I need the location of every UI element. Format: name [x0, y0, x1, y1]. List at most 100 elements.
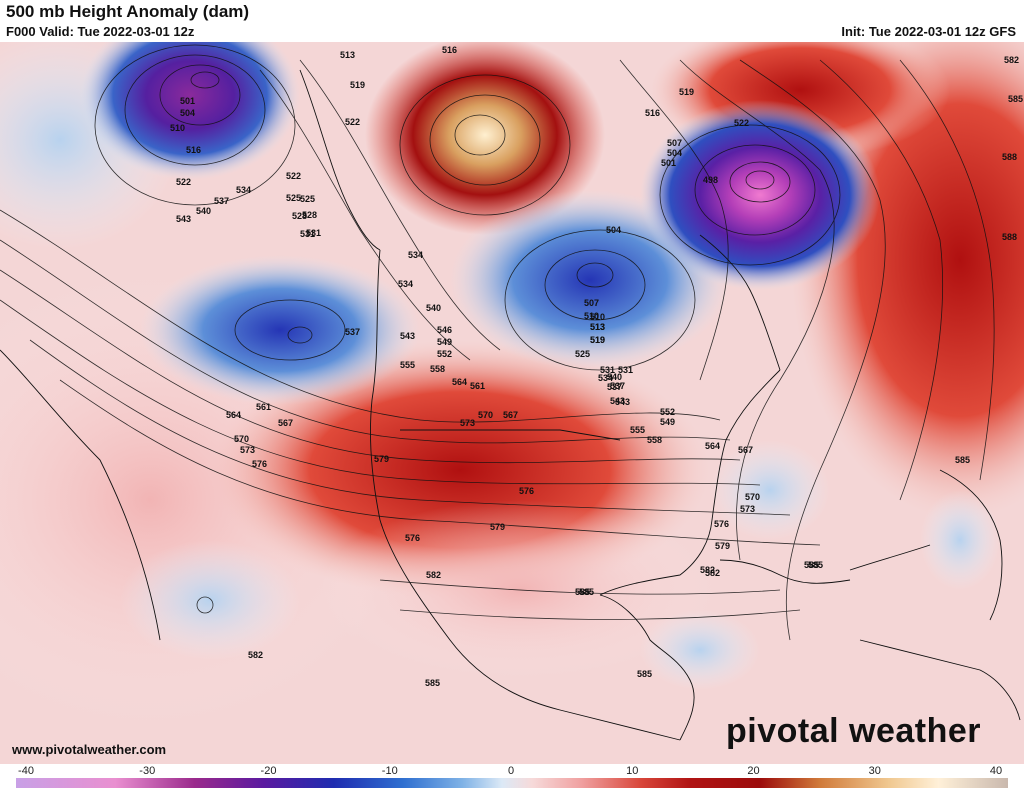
anomaly-hot-alaska [365, 42, 605, 235]
anomaly-lightblue-atlantic2 [920, 490, 1000, 590]
contour-label: 543 [400, 331, 415, 341]
contour-label: 585 [579, 587, 594, 597]
contour-label: 540 [607, 372, 622, 382]
contour-label: 504 [667, 148, 682, 158]
contour-label: 531 [300, 229, 315, 239]
height-contours [0, 44, 995, 641]
valid-time: F000 Valid: Tue 2022-03-01 12z [6, 24, 195, 39]
contour-label: 531 [306, 228, 321, 238]
contour-label: 567 [738, 445, 753, 455]
contour-label: 531 [618, 365, 633, 375]
contour-label: 543 [615, 397, 630, 407]
website-url[interactable]: www.pivotalweather.com [12, 742, 167, 757]
contour-label: 522 [734, 118, 749, 128]
contour-label: 573 [460, 418, 475, 428]
contour-label: 573 [740, 504, 755, 514]
contour-label: 564 [452, 377, 467, 387]
contour-label: 585 [425, 678, 440, 688]
anomaly-lightblue-atlantic [710, 440, 830, 540]
contour-label: 513 [340, 50, 355, 60]
contour-label: 540 [426, 303, 441, 313]
contour-label: 561 [470, 381, 485, 391]
contour-label: 582 [426, 570, 441, 580]
contour-label: 549 [437, 337, 452, 347]
anomaly-lightblue-caribbean [640, 610, 760, 690]
contour-label: 498 [703, 175, 718, 185]
contour-label: 510 [170, 123, 185, 133]
contour-label: 576 [519, 486, 534, 496]
contour-label: 564 [226, 410, 241, 420]
contour-label: 585 [804, 560, 819, 570]
contour-label: 504 [606, 225, 621, 235]
colorbar-tick-label: -10 [381, 765, 398, 777]
contour-label: 519 [350, 80, 365, 90]
colorbar-tick-label: -20 [260, 765, 277, 777]
contour-label: 525 [300, 194, 315, 204]
contour-label: 534 [408, 250, 423, 260]
contour-label: 567 [278, 418, 293, 428]
contour-label: 525 [286, 193, 301, 203]
contour-label: 576 [252, 459, 267, 469]
contour-label: 561 [256, 402, 271, 412]
contour-label: 555 [630, 425, 645, 435]
contour-label: 522 [176, 177, 191, 187]
contour-label: 567 [503, 410, 518, 420]
anomaly-purple-siberia [80, 42, 300, 180]
contour-label: 585 [955, 455, 970, 465]
contour-label: 582 [705, 568, 720, 578]
coastlines [0, 69, 1021, 741]
contour-label: 522 [345, 117, 360, 127]
contour-label: 519 [679, 87, 694, 97]
contour-label: 579 [374, 454, 389, 464]
contour-label: 585 [808, 560, 823, 570]
contour-label: 588 [1002, 152, 1017, 162]
contour-label: 534 [598, 373, 613, 383]
contour-label: 519 [590, 335, 605, 345]
contour-label: 534 [236, 185, 251, 195]
contour-label: 516 [442, 45, 457, 55]
colorbar-tick-label: 20 [747, 765, 760, 777]
colorbar-tick-label: 40 [989, 765, 1003, 777]
contour-label: 579 [715, 541, 730, 551]
contour-label: 570 [745, 492, 760, 502]
contour-label: 528 [302, 210, 317, 220]
contour-label: 585 [575, 587, 590, 597]
map-title: 500 mb Height Anomaly (dam) [6, 2, 250, 21]
contour-label: 522 [286, 171, 301, 181]
contour-label: 552 [437, 349, 452, 359]
contour-label: 513 [590, 322, 605, 332]
contour-label: 537 [610, 381, 625, 391]
contour-label: 537 [214, 196, 229, 206]
colorbar-tick-label: 30 [868, 765, 881, 777]
contour-label: 543 [176, 214, 191, 224]
contour-label: 513 [590, 322, 605, 332]
contour-label: 534 [398, 279, 413, 289]
contour-label: 507 [667, 138, 682, 148]
colorbar-tick-label: 10 [626, 765, 639, 777]
contour-labels: 513 5165225255285315345195015045105165225… [170, 45, 1023, 688]
height-anomaly-map: 513 5165225255285315345195015045105165225… [0, 42, 1024, 764]
contour-label: 510 [584, 311, 599, 321]
contour-label: 570 [478, 410, 493, 420]
contour-label: 555 [400, 360, 415, 370]
contour-label: 504 [180, 108, 195, 118]
contour-label: 537 [345, 327, 360, 337]
contour-label: 543 [610, 396, 625, 406]
contour-label: 516 [186, 145, 201, 155]
contour-label: 582 [700, 565, 715, 575]
anomaly-lightblue-pacific [120, 540, 300, 660]
contour-label: 516 [645, 108, 660, 118]
contour-label: 552 [660, 407, 675, 417]
colorbar-tick-label: 0 [507, 765, 515, 777]
contour-label: 588 [1002, 232, 1017, 242]
contour-label: 582 [248, 650, 263, 660]
init-time: Init: Tue 2022-03-01 12z GFS [841, 24, 1016, 39]
contour-label: 564 [705, 441, 720, 451]
contour-label: 573 [240, 445, 255, 455]
colorbar-tick-label: -40 [18, 765, 34, 777]
contour-label: 576 [405, 533, 420, 543]
contour-label: 501 [661, 158, 676, 168]
contour-label: 501 [180, 96, 195, 106]
contour-label: 585 [1008, 94, 1023, 104]
header-bar: 500 mb Height Anomaly (dam) F000 Valid: … [0, 0, 1024, 42]
